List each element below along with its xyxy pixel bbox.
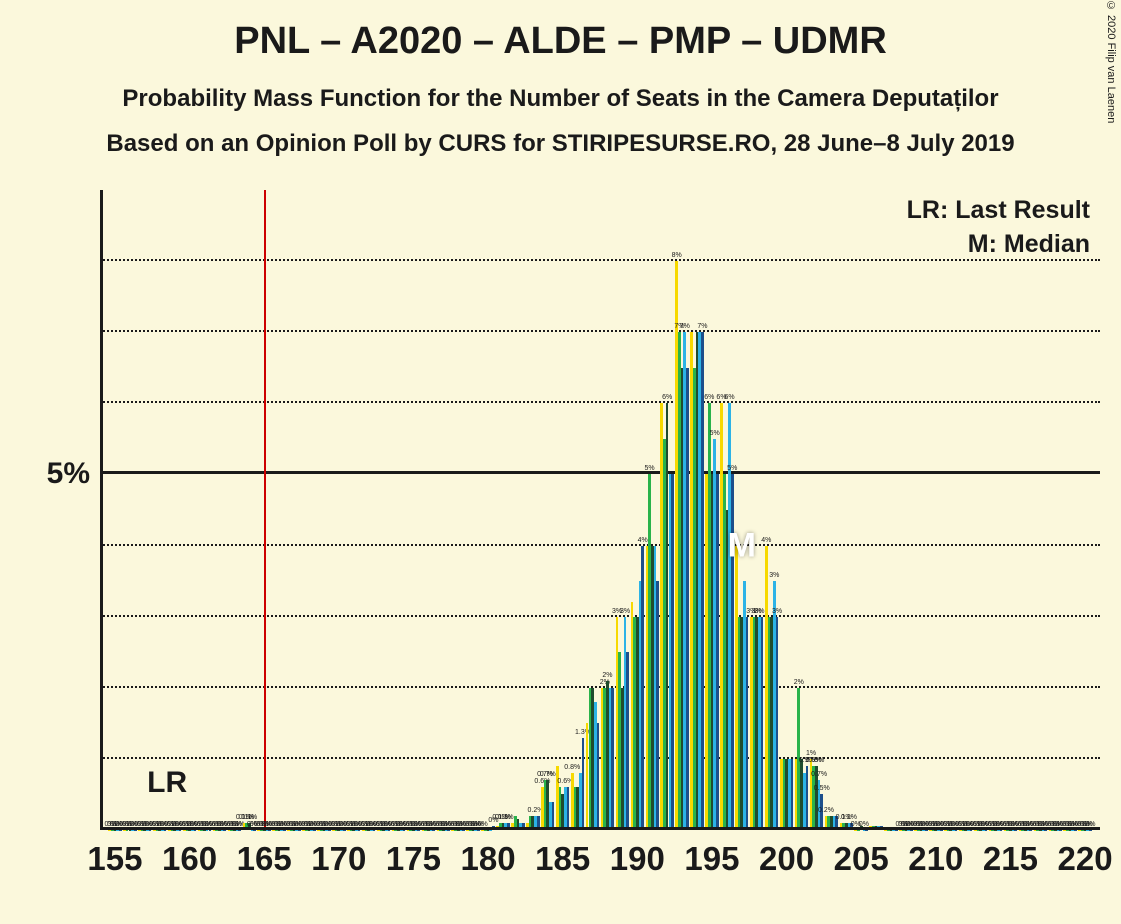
x-tick-label: 200 <box>759 840 814 878</box>
x-tick-label: 175 <box>386 840 441 878</box>
x-tick-label: 220 <box>1058 840 1113 878</box>
bar <box>582 738 585 830</box>
bar <box>626 652 629 830</box>
bar-value-label: 3% <box>754 608 764 615</box>
bar-value-label: 0.1% <box>498 814 514 821</box>
bar <box>791 759 794 830</box>
bar-value-label: 7% <box>680 323 690 330</box>
bar <box>701 332 704 830</box>
bar <box>746 617 749 830</box>
bar <box>611 688 614 830</box>
bar-value-label: 3% <box>769 572 779 579</box>
major-gridline <box>100 471 1100 474</box>
bar-value-label: 6% <box>704 394 714 401</box>
gridline <box>100 544 1100 546</box>
copyright-text: © 2020 Filip van Laenen <box>1105 0 1117 123</box>
x-axis <box>100 827 1100 830</box>
bar-value-label: 0.8% <box>564 764 580 771</box>
bar-value-label: 2% <box>602 672 612 679</box>
bar <box>597 723 600 830</box>
last-result-line <box>264 190 266 830</box>
bar-value-label: 0.7% <box>540 771 556 778</box>
chart-root: PNL – A2020 – ALDE – PMP – UDMR Probabil… <box>0 0 1121 924</box>
chart-subtitle-2: Based on an Opinion Poll by CURS for STI… <box>0 130 1121 158</box>
bar-value-label: 0.2% <box>818 807 834 814</box>
gridline <box>100 615 1100 617</box>
x-tick-label: 215 <box>983 840 1038 878</box>
chart-subtitle-1: Probability Mass Function for the Number… <box>0 85 1121 113</box>
bar <box>686 368 689 830</box>
bar-value-label: 0.7% <box>811 771 827 778</box>
x-tick-label: 155 <box>87 840 142 878</box>
legend-last-result: LR: Last Result <box>907 196 1090 225</box>
bar-value-label: 3% <box>772 608 782 615</box>
bar-value-label: 5% <box>710 430 720 437</box>
bar-value-label: 0.9% <box>808 757 824 764</box>
gridline <box>100 401 1100 403</box>
bar-value-label: 6% <box>662 394 672 401</box>
bar <box>656 581 659 830</box>
x-tick-label: 180 <box>461 840 516 878</box>
x-tick-label: 170 <box>311 840 366 878</box>
y-tick-label: 5% <box>47 457 90 491</box>
bar <box>552 802 555 830</box>
bar <box>567 787 570 830</box>
bar <box>776 617 779 830</box>
bar-value-label: 2% <box>794 679 804 686</box>
x-tick-label: 185 <box>535 840 590 878</box>
bar-value-label: 0.1% <box>241 814 257 821</box>
bar <box>716 474 719 830</box>
gridline <box>100 259 1100 261</box>
bar-value-label: 5% <box>727 465 737 472</box>
bar-value-label: 5% <box>644 465 654 472</box>
bar <box>641 546 644 830</box>
gridline <box>100 330 1100 332</box>
bar <box>671 474 674 830</box>
bar-value-label: 0.1% <box>841 814 857 821</box>
bar-value-label: 4% <box>638 537 648 544</box>
bar-value-label: 3% <box>620 608 630 615</box>
chart-title: PNL – A2020 – ALDE – PMP – UDMR <box>0 20 1121 63</box>
bar-value-label: 1% <box>806 750 816 757</box>
plot-area: 0%0%0%0%0%0%0%0%0%0%0%0%0%0%0%0%0%0%0%0%… <box>100 190 1100 830</box>
x-tick-label: 160 <box>162 840 217 878</box>
bar-value-label: 4% <box>761 537 771 544</box>
bar-value-label: 8% <box>672 252 682 259</box>
last-result-marker: LR <box>147 766 187 800</box>
x-tick-label: 190 <box>610 840 665 878</box>
x-tick-label: 165 <box>237 840 292 878</box>
bar <box>761 617 764 830</box>
bar-value-label: 6% <box>724 394 734 401</box>
x-tick-label: 205 <box>834 840 889 878</box>
median-marker: M <box>728 526 756 565</box>
x-tick-label: 195 <box>684 840 739 878</box>
legend-median: M: Median <box>968 230 1090 259</box>
bar-value-label: 7% <box>697 323 707 330</box>
y-axis <box>100 190 103 830</box>
bar <box>806 766 809 830</box>
x-tick-label: 210 <box>908 840 963 878</box>
bar-value-label: 0.5% <box>814 785 830 792</box>
